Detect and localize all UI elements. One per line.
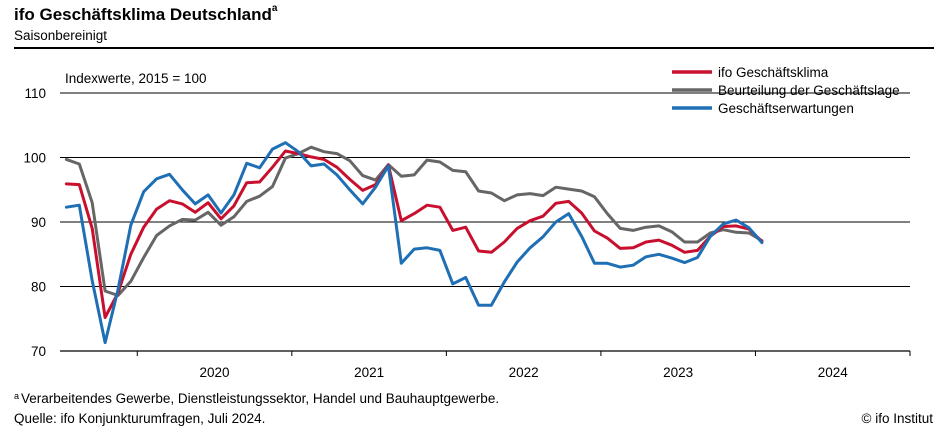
y-tick-label-90: 90 [31, 215, 46, 230]
x-tick-label-2024: 2024 [818, 365, 849, 380]
legend-label-2: Beurteilung der Geschäftslage [718, 83, 900, 98]
source-note: Quelle: ifo Konjunkturumfragen, Juli 202… [14, 411, 266, 426]
y-tick-label-100: 100 [23, 151, 46, 166]
y-tick-label-110: 110 [24, 86, 46, 101]
y-tick-label-80: 80 [31, 280, 46, 295]
copyright: © ifo Institut [861, 411, 933, 426]
axis-annotation: Indexwerte, 2015 = 100 [65, 71, 206, 86]
x-tick-label-2023: 2023 [663, 365, 693, 380]
footnote: a Verarbeitendes Gewerbe, Dienstleistungs… [14, 391, 500, 406]
legend-label-3: Geschäftserwartungen [718, 101, 854, 116]
y-tick-label-70: 70 [31, 344, 46, 359]
x-tick-label-2022: 2022 [509, 365, 539, 380]
legend-label-1: ifo Geschäftsklima [718, 65, 829, 80]
x-tick-label-2020: 2020 [200, 365, 230, 380]
chart-subtitle: Saisonbereinigt [14, 28, 108, 43]
x-tick-label-2021: 2021 [354, 365, 384, 380]
chart-title: ifo Geschäftsklima Deutschlanda [14, 3, 278, 24]
series-line-3 [64, 141, 764, 345]
title-rule [14, 47, 934, 49]
series-line-2 [64, 145, 764, 297]
series-line-1 [64, 149, 764, 319]
